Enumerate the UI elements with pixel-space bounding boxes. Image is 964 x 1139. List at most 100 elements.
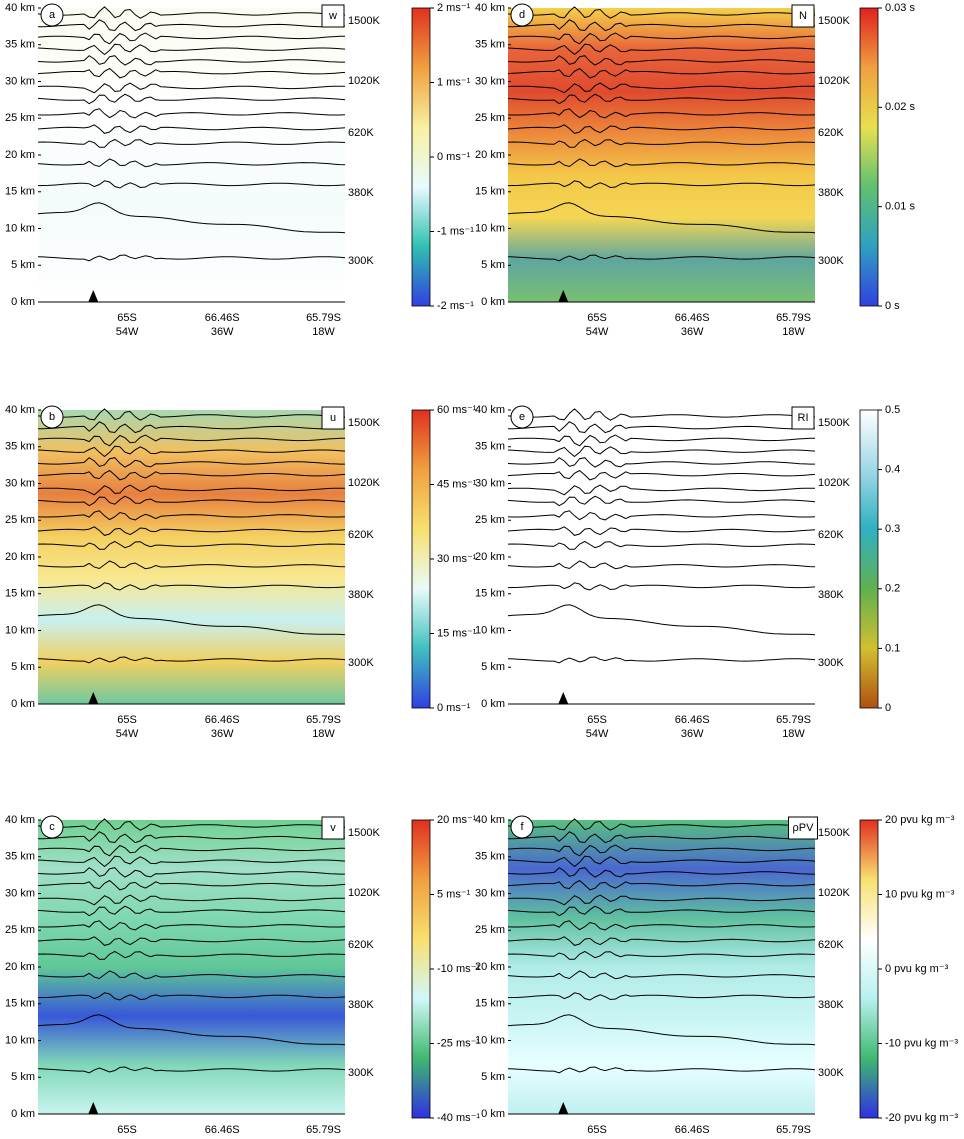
y-tick-label: 5 km	[11, 661, 35, 673]
colorbar-tick-label: 20 pvu kg m⁻³	[885, 814, 955, 826]
isentrope	[37, 421, 346, 434]
y-tick-label: 40 km	[475, 2, 505, 14]
colorbar-tick-label: 0.01 s	[885, 201, 915, 213]
isentrope	[37, 158, 346, 168]
contour-label: 1500K	[348, 827, 380, 839]
isentrope	[507, 457, 815, 468]
y-tick-label: 10 km	[5, 1034, 35, 1046]
x-tick-label: 66.46S	[205, 714, 240, 726]
isentrope	[37, 445, 346, 458]
isentrope	[37, 43, 346, 56]
y-tick-label: 25 km	[475, 514, 505, 526]
panel-letter: f	[520, 821, 524, 833]
variable-box	[321, 816, 345, 840]
y-tick-label: 15 km	[5, 186, 35, 198]
contour-label: 380K	[348, 187, 374, 199]
colorbar-tick-label: 45 ms⁻¹	[437, 478, 477, 490]
y-tick-label: 30 km	[5, 477, 35, 489]
isentrope	[507, 867, 815, 878]
y-tick-label: 5 km	[481, 259, 505, 271]
isentrope	[507, 844, 816, 857]
contour-label: 300K	[348, 255, 374, 267]
x-tick-label: 18W	[782, 326, 805, 338]
y-tick-label: 40 km	[5, 814, 35, 826]
isentrope	[37, 1014, 346, 1046]
isentrope	[507, 495, 816, 507]
mountain	[88, 290, 99, 302]
panel-letter-circle	[40, 815, 64, 839]
isentrope	[37, 93, 346, 105]
x-tick-label: 54W	[116, 1138, 139, 1139]
x-tick-label: 66.46S	[205, 312, 240, 324]
isentrope	[507, 138, 816, 148]
isentrope	[37, 855, 346, 868]
x-tick-label: 54W	[116, 326, 139, 338]
contour-label: 1500K	[818, 827, 850, 839]
y-tick-label: 20 km	[475, 961, 505, 973]
isentrope	[37, 540, 346, 550]
isentrope	[507, 93, 816, 105]
isentrope	[37, 867, 345, 878]
y-tick-label: 40 km	[475, 404, 505, 416]
x-tick-label: 65S	[587, 312, 607, 324]
isentrope	[507, 445, 816, 458]
y-tick-label: 10 km	[475, 624, 505, 636]
contour-label: 380K	[818, 187, 844, 199]
y-tick-label: 0 km	[481, 296, 505, 308]
x-tick-label: 65.79S	[776, 1124, 811, 1136]
contour-label: 380K	[348, 589, 374, 601]
isentrope	[37, 180, 346, 189]
panel-letter: d	[519, 9, 525, 21]
isentrope	[507, 55, 815, 66]
contour-label: 380K	[818, 999, 844, 1011]
isentrope	[507, 1014, 816, 1046]
x-tick-label: 65.79S	[306, 1124, 341, 1136]
x-tick-label: 36W	[681, 326, 704, 338]
y-tick-label: 40 km	[5, 404, 35, 416]
isentrope	[37, 844, 346, 857]
isentrope	[507, 540, 816, 550]
x-tick-label: 65.79S	[306, 714, 341, 726]
mountain	[558, 692, 569, 704]
field	[508, 410, 815, 704]
y-tick-label: 0 km	[481, 1108, 505, 1120]
field	[508, 8, 815, 302]
y-tick-label: 15 km	[5, 588, 35, 600]
isentrope	[37, 19, 346, 32]
y-tick-label: 35 km	[5, 441, 35, 453]
x-tick-label: 36W	[211, 326, 234, 338]
variable-box	[791, 406, 815, 430]
contour-label: 620K	[348, 127, 374, 139]
field	[38, 820, 345, 1114]
y-tick-label: 10 km	[475, 222, 505, 234]
isentrope	[37, 656, 346, 664]
y-tick-label: 0 km	[11, 1108, 35, 1120]
isentrope	[507, 936, 816, 946]
colorbar-tick-label: 10 pvu kg m⁻³	[885, 888, 955, 900]
y-tick-label: 5 km	[481, 1071, 505, 1083]
isentrope	[37, 254, 346, 262]
y-tick-label: 25 km	[5, 112, 35, 124]
x-tick-label: 66.46S	[205, 1124, 240, 1136]
y-tick-label: 25 km	[5, 924, 35, 936]
x-tick-label: 18W	[312, 1138, 335, 1139]
panel-letter: b	[49, 411, 55, 423]
isentrope	[507, 469, 816, 481]
colorbar-tick-label: -20 pvu kg m⁻³	[885, 1112, 958, 1124]
isentrope	[37, 818, 346, 831]
isentrope	[507, 894, 816, 906]
y-tick-label: 35 km	[475, 851, 505, 863]
colorbar-tick-label: 0.5	[885, 404, 900, 416]
isentrope	[507, 560, 816, 570]
variable-box	[788, 816, 818, 840]
x-tick-label: 66.46S	[675, 1124, 710, 1136]
y-tick-label: 25 km	[475, 112, 505, 124]
y-tick-label: 0 km	[11, 698, 35, 710]
contour-label: 300K	[818, 657, 844, 669]
x-tick-label: 36W	[681, 728, 704, 740]
colorbar-tick-label: -10 pvu kg m⁻³	[885, 1037, 958, 1049]
x-tick-label: 65S	[587, 1124, 607, 1136]
panel-letter-circle	[510, 815, 534, 839]
contour-label: 1020K	[348, 75, 380, 87]
isentrope	[37, 560, 346, 570]
